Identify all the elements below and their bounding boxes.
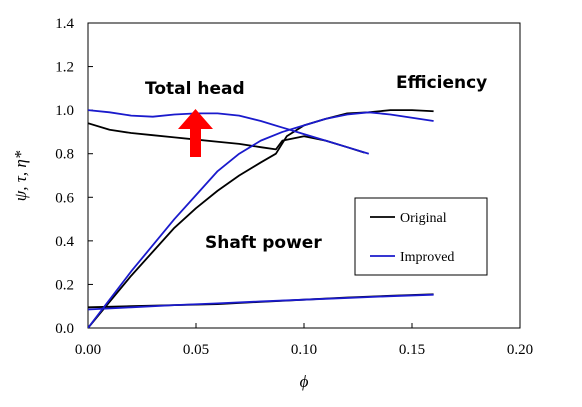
series-line-improved-total-head [88,109,370,155]
y-axis-label: ψ, τ, η* [11,150,30,201]
series-line-improved-efficiency [88,111,434,328]
y-tick-label: 0.2 [55,277,74,293]
improvement-arrow-icon [178,109,213,157]
y-tick-label: 1.2 [55,60,74,76]
x-tick-label: 0.15 [399,342,425,358]
legend-box [354,197,488,276]
y-tick-label: 1.0 [55,103,74,119]
total-head-annotation: Total head [145,79,245,99]
efficiency-annotation: Efficiency [396,73,487,93]
legend-label-original: Original [400,211,447,226]
y-tick-label: 0.6 [55,190,74,206]
shaft-power-annotation: Shaft power [205,233,322,253]
y-tick-label: 1.4 [55,16,74,32]
x-tick-label: 0.10 [291,342,317,358]
y-tick-label: 0.0 [55,321,74,337]
x-tick-label: 0.00 [75,342,101,358]
x-tick-label: 0.05 [183,342,209,358]
x-tick-label: 0.20 [507,342,533,358]
y-tick-label: 0.4 [55,234,74,250]
series-line-improved-shaft-power [88,293,434,311]
legend: Original Improved [354,197,488,276]
y-tick-label: 0.8 [55,147,74,163]
x-axis-label: ϕ [300,372,309,391]
legend-label-improved: Improved [400,250,454,265]
